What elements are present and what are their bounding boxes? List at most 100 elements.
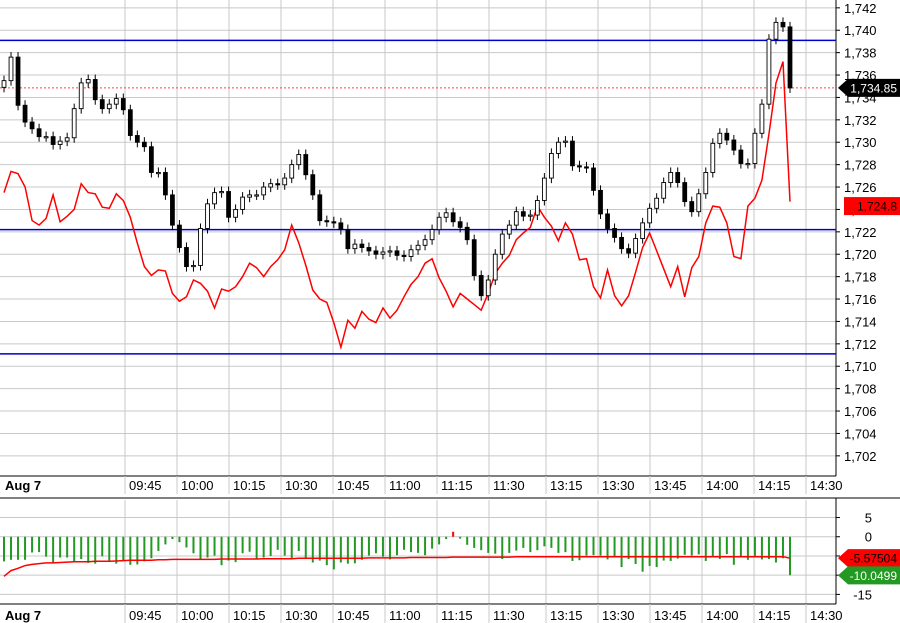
candle-body-down (99, 99, 105, 110)
price-x-tick-label: 14:15 (758, 478, 791, 493)
indicator-x-tick-label: 14:30 (810, 608, 843, 623)
candle-body-up (759, 103, 765, 134)
candle (752, 128, 758, 169)
candle-body-up (563, 140, 568, 143)
price-x-tick-label: 11:30 (493, 478, 525, 493)
candle (275, 178, 281, 190)
candle (457, 216, 463, 233)
candle-body-up (429, 229, 435, 241)
indicator-x-tick-label: 14:15 (758, 608, 791, 623)
candle-body-down (577, 165, 582, 168)
candle (527, 210, 533, 222)
candle-body-down (464, 226, 470, 241)
candle-body-down (478, 275, 484, 297)
candle-body-up (352, 243, 358, 250)
price-y-tick-label: 1,710 (844, 359, 877, 374)
sma-value-badge-text: 1,724.8 (857, 200, 897, 214)
indicator-grid (0, 497, 900, 605)
price-x-tick-label: 10:45 (337, 478, 370, 493)
candle (205, 198, 210, 234)
candle-body-up (766, 38, 772, 105)
candle-body-up (492, 253, 498, 281)
candle-body-down (682, 182, 688, 203)
candle (696, 188, 702, 217)
last-price-badge: 1,734.85 (838, 78, 900, 97)
histogram-value-badge-text: -10.0499 (850, 569, 898, 583)
price-y-tick-label: 1,708 (844, 382, 877, 397)
candle-body-down (148, 146, 154, 173)
candle-body-up (268, 183, 274, 188)
candle (738, 145, 744, 169)
candle-body-up (499, 233, 505, 255)
candle (134, 130, 140, 148)
candle (282, 173, 288, 190)
candle-body-up (380, 251, 386, 255)
indicator-x-tick-label: 13:45 (654, 608, 687, 623)
candle-body-up (57, 140, 63, 145)
candle-body-up (247, 194, 253, 198)
candle-body-up (43, 136, 49, 139)
candle (689, 196, 695, 217)
candle-body-up (710, 142, 716, 173)
indicator-x-tick-label: 13:15 (550, 608, 583, 623)
price-y-tick-label: 1,706 (844, 404, 877, 419)
candle-body-down (170, 194, 175, 226)
price-y-tick-label: 1,712 (844, 337, 877, 352)
candle-body-up (205, 203, 210, 229)
candle (647, 203, 653, 228)
candle-body-up (513, 211, 519, 226)
candle (471, 234, 477, 281)
candle-body-up (1, 80, 7, 88)
price-plot-area (0, 0, 836, 476)
candle (310, 169, 316, 200)
candle-body-down (738, 149, 744, 164)
candle-body-down (366, 247, 372, 252)
candle-body-down (141, 141, 147, 148)
candle-body-down (36, 128, 42, 138)
candle-body-down (331, 221, 337, 224)
candle (380, 246, 386, 260)
candle (394, 245, 400, 261)
candle-body-down (780, 21, 786, 28)
last-price-badge-shape (838, 78, 900, 97)
candle-body-up (696, 193, 702, 213)
candle (170, 189, 175, 231)
candle (570, 136, 575, 171)
candle (219, 186, 224, 198)
candle (422, 234, 428, 251)
candle (57, 136, 63, 150)
candle (331, 216, 337, 228)
price-y-tick-label: 1,718 (844, 270, 877, 285)
candle-body-down (612, 228, 617, 238)
indicator-x-tick-label: 11:15 (441, 608, 473, 623)
candle-body-up (717, 132, 723, 144)
histogram-value-badge: -10.0499 (838, 566, 900, 585)
candle-body-up (113, 98, 119, 105)
price-x-tick-label: 10:00 (181, 478, 214, 493)
indicator-x-tick-label: 10:30 (285, 608, 318, 623)
indicator-badges: -5.57504 -10.0499 (838, 549, 900, 585)
candle (212, 187, 217, 209)
price-y-tick-label: 1,740 (844, 23, 877, 38)
candle (359, 239, 365, 253)
candle-body-up (219, 191, 224, 194)
candle-body-up (156, 172, 161, 175)
price-candles (1, 17, 793, 301)
price-x-tick-label: 09:45 (129, 478, 162, 493)
candle (534, 195, 540, 221)
candle-body-up (261, 186, 267, 196)
candle-body-up (745, 163, 751, 166)
candle (787, 21, 793, 93)
candle (654, 193, 660, 214)
candle-body-up (106, 103, 112, 110)
candle (577, 160, 582, 172)
candle-body-up (254, 194, 260, 197)
price-y-tick-label: 1,730 (844, 135, 877, 150)
indicator-x-tick-label: 10:15 (233, 608, 266, 623)
candle (366, 242, 372, 256)
candle (324, 215, 330, 227)
candle (106, 99, 112, 114)
sma-polyline (3, 61, 791, 351)
candle (71, 103, 77, 143)
candle-body-up (282, 177, 288, 186)
